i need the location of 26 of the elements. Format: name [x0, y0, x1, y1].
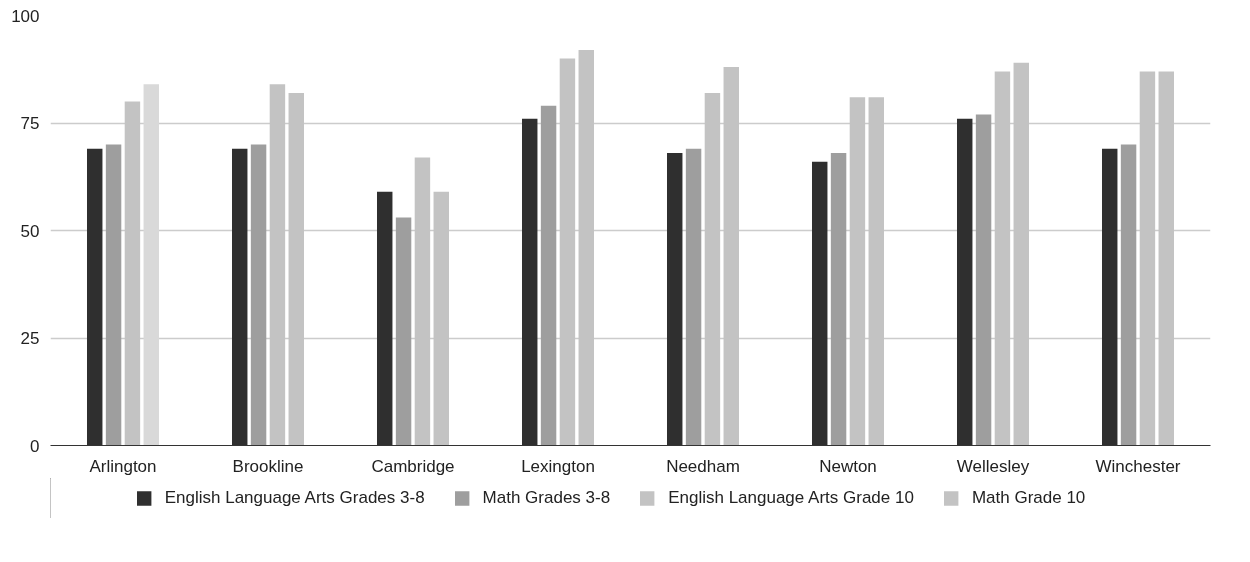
bar	[105, 144, 122, 446]
y-tick-label: 75	[20, 114, 40, 133]
x-tick-label: Newton	[819, 456, 877, 476]
y-tick-label: 100	[11, 6, 40, 26]
x-tick-label: Cambridge	[371, 456, 455, 476]
bar	[395, 217, 412, 446]
bar	[975, 114, 992, 446]
bar	[830, 153, 847, 446]
bar	[143, 84, 159, 446]
legend-label: English Language Arts Grades 3-8	[164, 488, 425, 508]
y-tick-label: 25	[20, 329, 40, 348]
y-tick-label: 50	[20, 221, 40, 241]
x-tick-label: Wellesley	[956, 456, 1030, 476]
legend-label: Math Grades 3-8	[482, 488, 611, 508]
legend-label: English Language Arts Grade 10	[668, 488, 914, 508]
legend-label: Math Grade 10	[971, 488, 1086, 508]
x-tick-label: Winchester	[1095, 456, 1181, 476]
bar	[685, 148, 702, 446]
x-tick-label: Arlington	[89, 456, 157, 476]
y-tick-label: 0	[30, 436, 40, 456]
bar	[540, 105, 557, 446]
x-tick-label: Brookline	[232, 456, 304, 476]
bar	[250, 144, 267, 446]
bar	[1120, 144, 1137, 446]
x-tick-label: Needham	[666, 456, 740, 476]
x-tick-label: Lexington	[521, 456, 595, 476]
